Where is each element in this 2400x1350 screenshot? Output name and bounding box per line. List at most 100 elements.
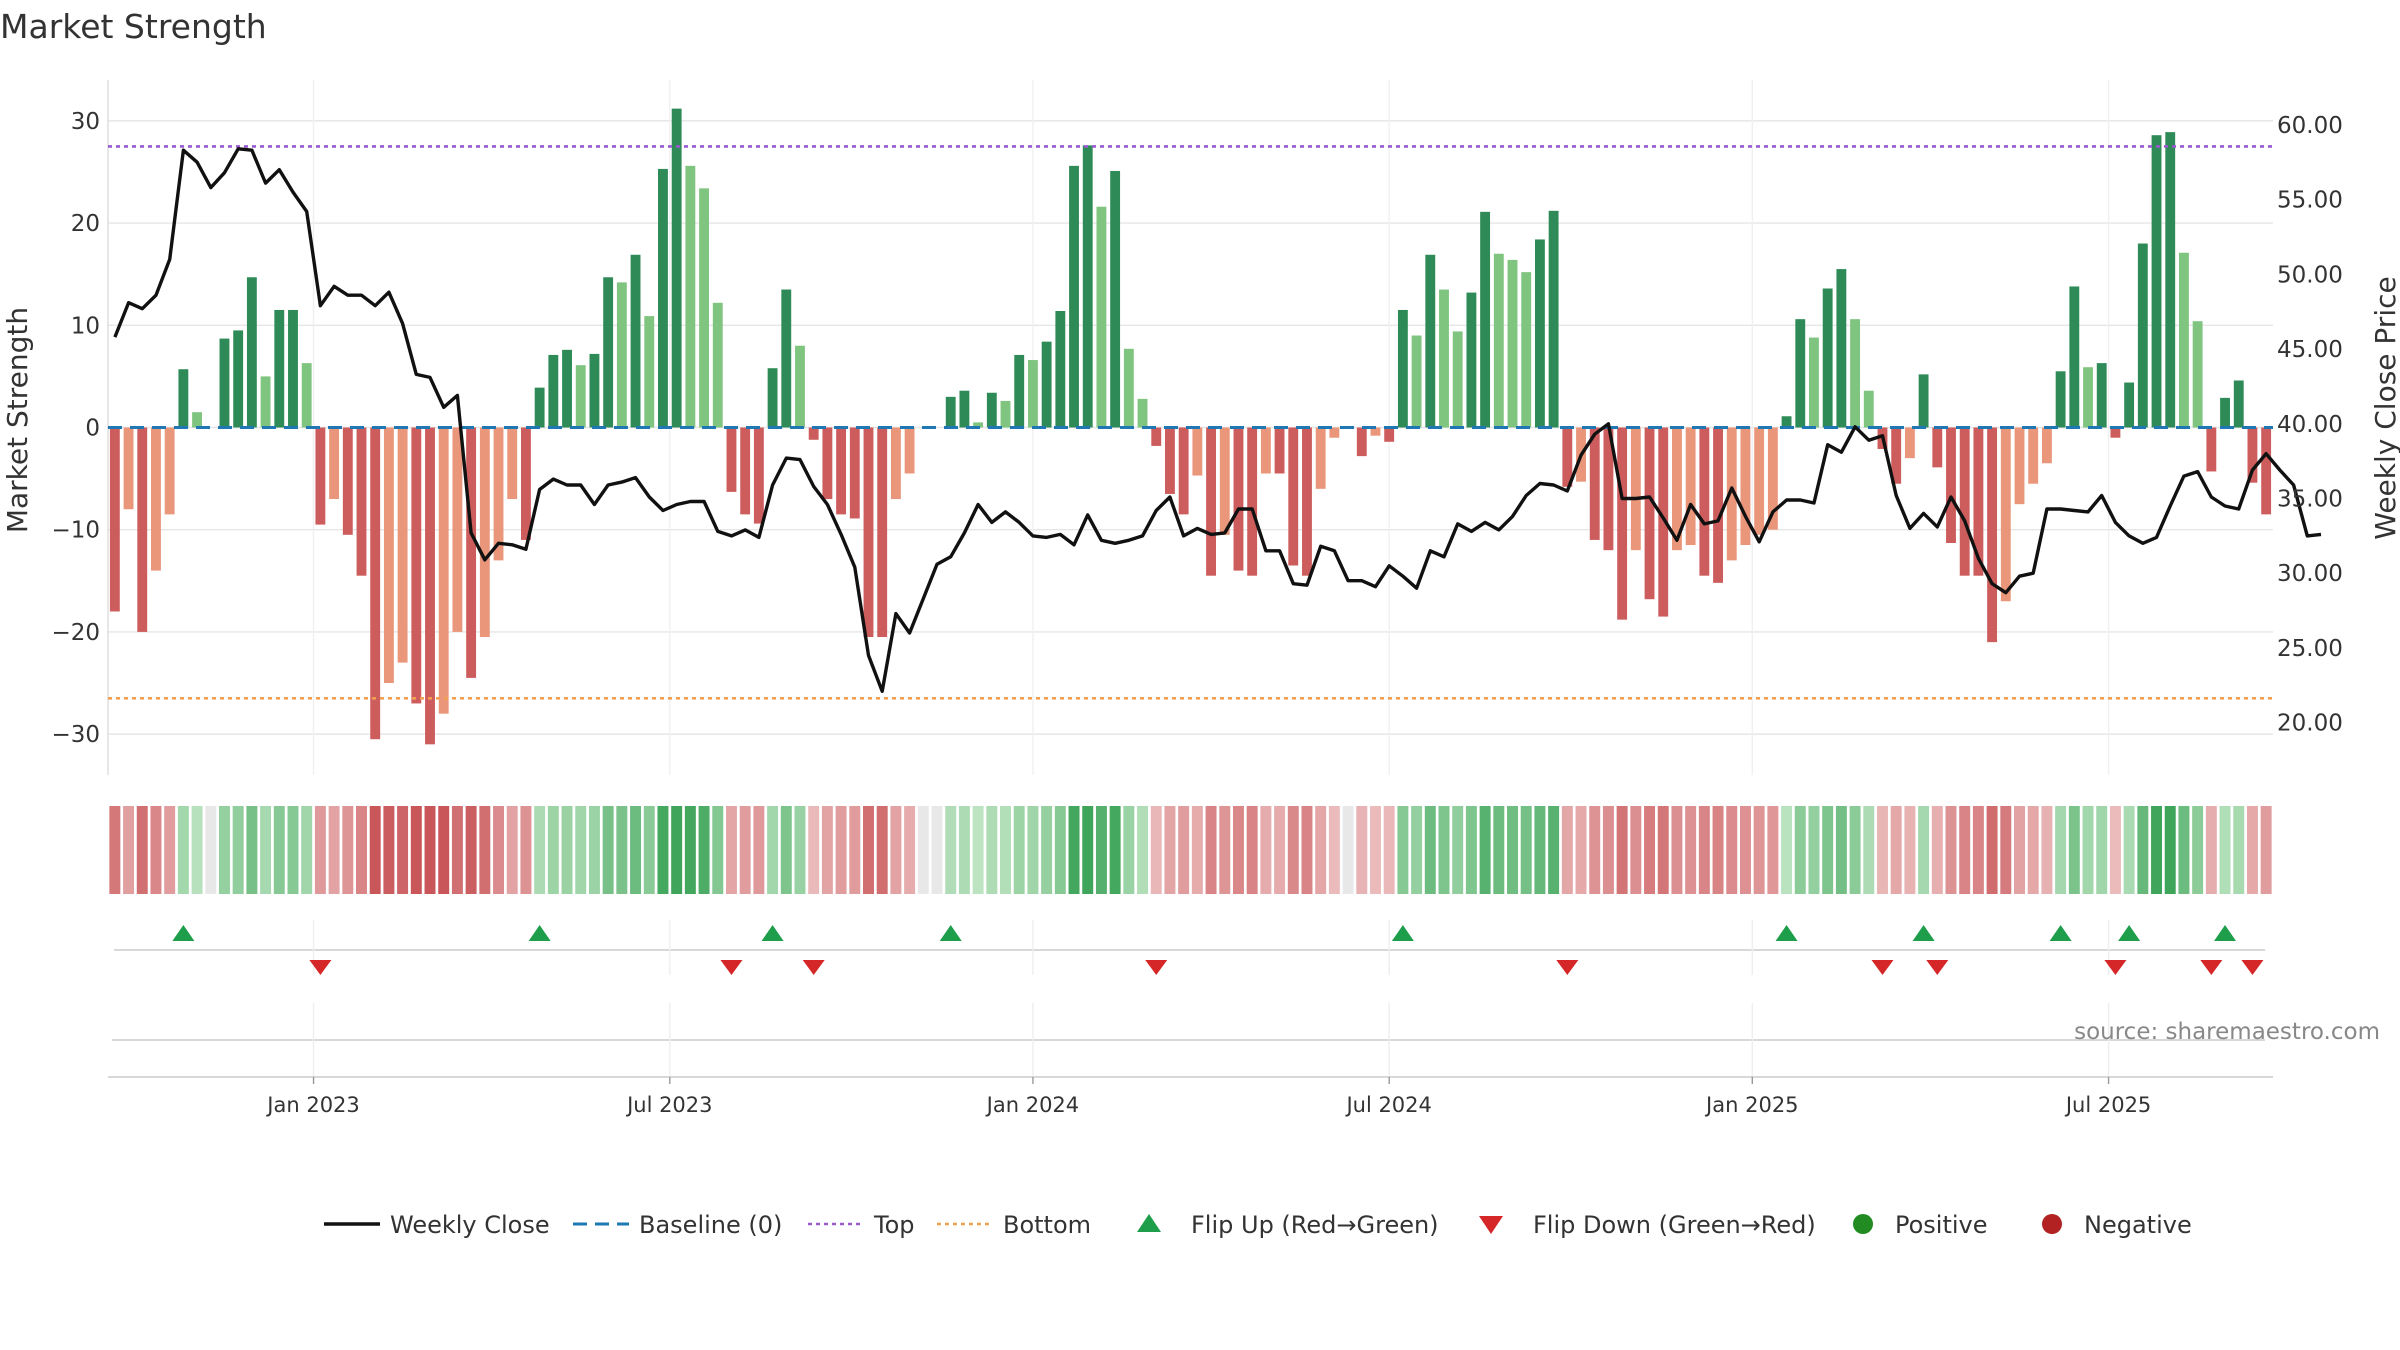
heat-cell	[2096, 806, 2108, 894]
strength-bar	[411, 427, 422, 704]
heat-cell	[493, 806, 505, 894]
flip-up-marker	[1912, 925, 1935, 941]
legend-label-bottom: Bottom	[1003, 1211, 1091, 1239]
flip-down-marker	[1556, 960, 1579, 975]
x-tick-label: Jul 2025	[2064, 1093, 2151, 1117]
strength-bar	[548, 354, 559, 428]
heat-cell	[1301, 806, 1313, 894]
heat-cell	[2027, 806, 2039, 894]
right-axis-label: Weekly Close Price	[2369, 276, 2400, 539]
weekly-close-series	[113, 147, 2322, 693]
strength-bar	[1781, 416, 1792, 428]
heat-cell	[1191, 806, 1203, 894]
strength-bar	[260, 376, 271, 428]
heat-cell	[1863, 806, 1875, 894]
heat-cell	[808, 806, 820, 894]
flip-up-marker	[172, 925, 195, 941]
strength-bar	[479, 427, 490, 638]
strength-bar	[1096, 206, 1107, 428]
strength-bar	[740, 427, 751, 515]
heat-cell	[424, 806, 436, 894]
heat-cell	[1781, 806, 1793, 894]
heat-cell	[1095, 806, 1107, 894]
legend-label-positive: Positive	[1895, 1211, 1988, 1239]
heat-cell	[1726, 806, 1738, 894]
heat-cell	[753, 806, 765, 894]
heat-cell	[1260, 806, 1272, 894]
left-tick-label: −30	[51, 722, 100, 748]
heat-cell	[1164, 806, 1176, 894]
strength-bar	[2220, 397, 2230, 428]
heat-cell	[1479, 806, 1491, 894]
strength-bar	[534, 387, 545, 428]
heat-cell	[712, 806, 724, 894]
strength-bar	[1863, 390, 1874, 428]
heat-cell	[397, 806, 409, 894]
strength-bar	[1740, 427, 1751, 546]
heat-cell	[1931, 806, 1943, 894]
strength-bar	[123, 427, 134, 510]
heat-cell	[479, 806, 491, 894]
heat-cell	[342, 806, 354, 894]
heat-cell	[451, 806, 463, 894]
strength-bar	[1480, 211, 1491, 428]
x-tick-label: Jul 2023	[625, 1093, 712, 1117]
strength-bar	[1055, 310, 1066, 428]
right-tick-label: 40.00	[2277, 412, 2343, 438]
heat-cell	[2109, 806, 2121, 894]
strength-bar	[808, 427, 819, 440]
heat-cell	[2068, 806, 2080, 894]
strength-bar	[1425, 254, 1436, 428]
left-tick-label: −10	[51, 518, 100, 544]
strength-bar	[877, 427, 888, 638]
strength-bar	[1260, 427, 1271, 474]
heat-cell	[1644, 806, 1656, 894]
heat-cell	[1178, 806, 1190, 894]
strength-bar	[1836, 269, 1847, 428]
x-tick-label: Jan 2025	[1704, 1093, 1799, 1117]
strength-bar	[1315, 427, 1326, 489]
heat-cell	[218, 806, 230, 894]
heat-cell	[534, 806, 546, 894]
legend-positive-swatch	[1853, 1214, 1873, 1234]
heat-cell	[109, 806, 121, 894]
strength-bar	[767, 368, 778, 428]
heat-cell	[767, 806, 779, 894]
heat-cell	[205, 806, 217, 894]
heat-cell	[2164, 806, 2176, 894]
strength-bar	[192, 412, 202, 428]
strength-bar	[2137, 243, 2148, 428]
strength-bar	[1069, 165, 1079, 428]
strength-bar	[1233, 427, 1244, 571]
strength-bar	[699, 188, 709, 428]
strength-bar	[151, 427, 161, 571]
strength-bar	[630, 254, 641, 428]
strength-bar	[1987, 427, 1998, 643]
strength-bar	[575, 365, 586, 428]
strength-bar	[1850, 319, 1861, 428]
x-tick-label: Jan 2023	[265, 1093, 360, 1117]
flip-up-marker	[939, 925, 962, 941]
heat-cell	[2151, 806, 2163, 894]
strength-bar	[1617, 427, 1628, 620]
heat-cell	[1452, 806, 1464, 894]
strength-bar	[1822, 288, 1833, 428]
strength-bar	[2014, 427, 2025, 505]
heat-cell	[794, 806, 806, 894]
heat-cell	[177, 806, 189, 894]
heat-cell	[2000, 806, 2012, 894]
strength-bar	[1754, 427, 1765, 535]
strength-bar	[603, 277, 614, 428]
strength-bar	[2247, 427, 2258, 483]
heat-cell	[725, 806, 737, 894]
heat-cell	[931, 806, 943, 894]
right-tick-label: 30.00	[2277, 561, 2343, 587]
strength-bar	[2233, 380, 2244, 428]
strength-bars	[109, 108, 2272, 745]
strength-bar	[452, 427, 463, 632]
strength-bar	[301, 363, 312, 428]
strength-bar	[507, 427, 518, 500]
heat-cell	[2219, 806, 2231, 894]
heat-cell	[863, 806, 874, 894]
